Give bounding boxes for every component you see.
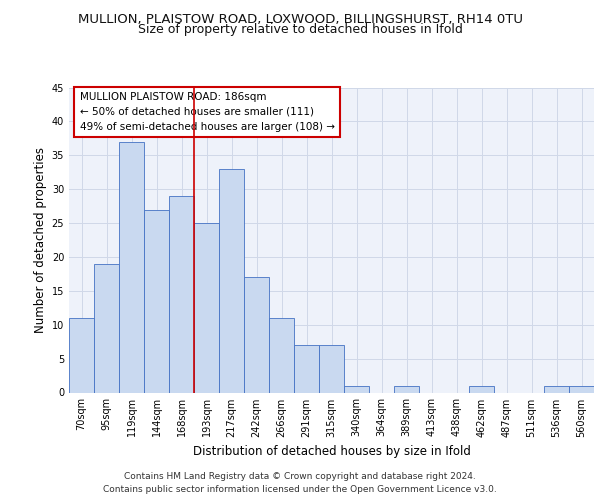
Bar (544, 386, 569, 392)
Text: Size of property relative to detached houses in Ifold: Size of property relative to detached ho… (137, 22, 463, 36)
X-axis label: Distribution of detached houses by size in Ifold: Distribution of detached houses by size … (193, 445, 470, 458)
Bar (469, 386, 494, 392)
Y-axis label: Number of detached properties: Number of detached properties (34, 147, 47, 333)
Bar (319, 345, 344, 393)
Bar (344, 386, 369, 392)
Bar (194, 223, 219, 392)
Bar (394, 386, 419, 392)
Text: Contains public sector information licensed under the Open Government Licence v3: Contains public sector information licen… (103, 485, 497, 494)
Bar (294, 345, 319, 393)
Bar (269, 318, 294, 392)
Bar (569, 386, 594, 392)
Text: MULLION PLAISTOW ROAD: 186sqm
← 50% of detached houses are smaller (111)
49% of : MULLION PLAISTOW ROAD: 186sqm ← 50% of d… (79, 92, 335, 132)
Bar (94, 264, 119, 392)
Bar (169, 196, 194, 392)
Bar (69, 318, 94, 392)
Text: Contains HM Land Registry data © Crown copyright and database right 2024.: Contains HM Land Registry data © Crown c… (124, 472, 476, 481)
Text: MULLION, PLAISTOW ROAD, LOXWOOD, BILLINGSHURST, RH14 0TU: MULLION, PLAISTOW ROAD, LOXWOOD, BILLING… (77, 12, 523, 26)
Bar (244, 278, 269, 392)
Bar (219, 169, 244, 392)
Bar (144, 210, 169, 392)
Bar (119, 142, 144, 392)
